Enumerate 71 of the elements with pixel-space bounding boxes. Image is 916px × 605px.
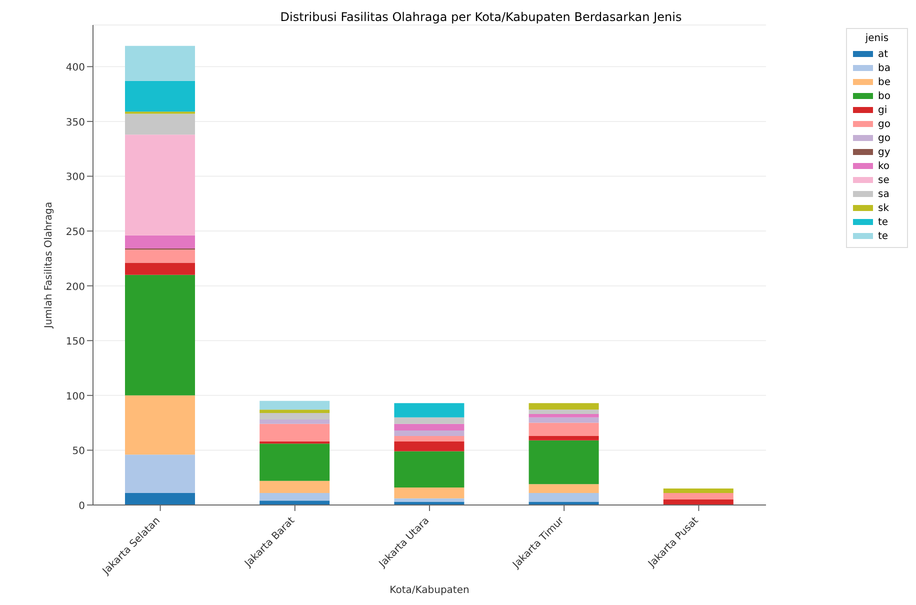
bar: [528, 422, 599, 436]
bar: [528, 484, 599, 493]
legend-label: te: [878, 216, 888, 228]
bar: [260, 410, 330, 413]
bar: [260, 480, 330, 493]
y-tick-label: 350: [66, 117, 85, 128]
bar: [125, 274, 195, 396]
legend-label: se: [878, 174, 890, 186]
bar: [528, 502, 599, 505]
y-tick-label: 300: [66, 172, 85, 184]
bar: [260, 400, 330, 410]
bar: [260, 441, 330, 444]
bar: [260, 492, 330, 501]
bar: [125, 454, 195, 493]
y-tick-label: 50: [72, 446, 85, 458]
bar: [260, 420, 330, 424]
legend-label: sa: [878, 188, 890, 200]
bar: [260, 500, 330, 505]
bar: [125, 492, 195, 505]
y-axis-title: Jumlah Fasilitas Olahraga: [44, 202, 55, 330]
bar: [125, 114, 195, 135]
y-tick-label: 200: [66, 282, 85, 293]
y-tick-label: 100: [66, 391, 85, 402]
bar: [260, 444, 330, 481]
bar: [663, 488, 734, 493]
legend-label: ba: [878, 62, 890, 74]
bar: [394, 498, 464, 502]
legend-label: go: [878, 118, 890, 130]
bar: [125, 262, 195, 275]
bar: [394, 487, 464, 498]
bar: [394, 436, 464, 442]
chart-title: Distribusi Fasilitas Olahraga per Kota/Kabupaten Berdasarkan Jenis: [279, 10, 683, 24]
bar: [394, 417, 464, 424]
bar: [125, 80, 195, 112]
y-tick-label: 0: [78, 501, 85, 512]
bar: [394, 430, 464, 436]
legend-label: te: [878, 230, 888, 242]
bar: [663, 492, 734, 500]
bar: [125, 250, 195, 263]
legend-label: gi: [878, 104, 888, 116]
bar: [125, 395, 195, 455]
bar: [125, 46, 195, 81]
bar: [125, 134, 195, 236]
legend-label: sk: [878, 202, 890, 214]
bar: [663, 500, 734, 505]
y-tick-label: 400: [66, 62, 85, 74]
bar: [528, 436, 599, 440]
x-axis-title: Kota/Kabupaten: [390, 585, 470, 596]
bar: [528, 414, 599, 418]
legend-title: jenis: [864, 33, 890, 44]
bar: [394, 424, 464, 430]
bar: [528, 410, 599, 414]
bar: [125, 235, 195, 249]
bar: [260, 424, 330, 442]
bar: [260, 412, 330, 420]
legend-label: gy: [878, 146, 890, 158]
legend-label: go: [878, 132, 890, 144]
bar: [394, 451, 464, 488]
bar: [528, 440, 599, 484]
bar: [528, 492, 599, 502]
bar: [528, 403, 599, 410]
legend-label: be: [878, 76, 890, 88]
bar: [394, 502, 464, 505]
bar: [394, 403, 464, 418]
legend-label: ko: [878, 160, 890, 172]
bar: [394, 441, 464, 452]
legend-label: bo: [878, 90, 890, 102]
y-tick-label: 150: [66, 336, 85, 348]
legend-label: at: [878, 48, 888, 60]
bar: [528, 417, 599, 423]
y-tick-label: 250: [66, 227, 85, 238]
